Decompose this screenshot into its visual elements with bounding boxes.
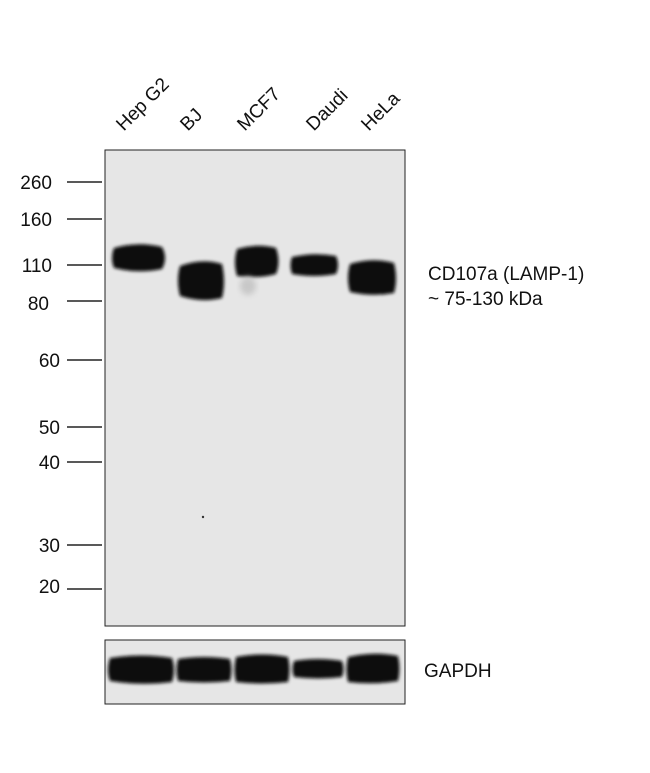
band-hela xyxy=(348,260,396,295)
gapdh-band-mcf7 xyxy=(234,654,290,684)
mw-label-80: 80 xyxy=(27,294,49,315)
mw-ticks xyxy=(67,181,102,590)
gapdh-band-hepg2 xyxy=(108,655,174,684)
gapdh-band-hela xyxy=(346,653,400,684)
mw-label-160: 160 xyxy=(20,210,52,231)
smear-mcf7 xyxy=(240,277,256,295)
mw-label-110: 110 xyxy=(21,256,52,277)
loading-control-bands xyxy=(108,653,400,684)
target-bands xyxy=(112,244,396,301)
gapdh-band-daudi xyxy=(292,659,344,679)
mw-label-260: 260 xyxy=(20,173,52,194)
membrane-speck xyxy=(201,515,205,519)
target-name: CD107a (LAMP-1) xyxy=(428,264,585,285)
mw-label-40: 40 xyxy=(38,453,60,474)
target-size: ~ 75-130 kDa xyxy=(428,289,543,310)
gapdh-band-bj xyxy=(176,657,232,683)
main-membrane xyxy=(104,149,406,627)
band-bj xyxy=(178,261,224,301)
band-hepg2 xyxy=(112,244,165,272)
mw-label-50: 50 xyxy=(38,418,60,439)
loading-control-label: GAPDH xyxy=(424,661,492,682)
mw-label-20: 20 xyxy=(38,577,60,598)
band-daudi xyxy=(290,254,338,276)
mw-label-60: 60 xyxy=(38,351,60,372)
band-mcf7 xyxy=(235,245,279,278)
mw-label-30: 30 xyxy=(38,536,60,557)
